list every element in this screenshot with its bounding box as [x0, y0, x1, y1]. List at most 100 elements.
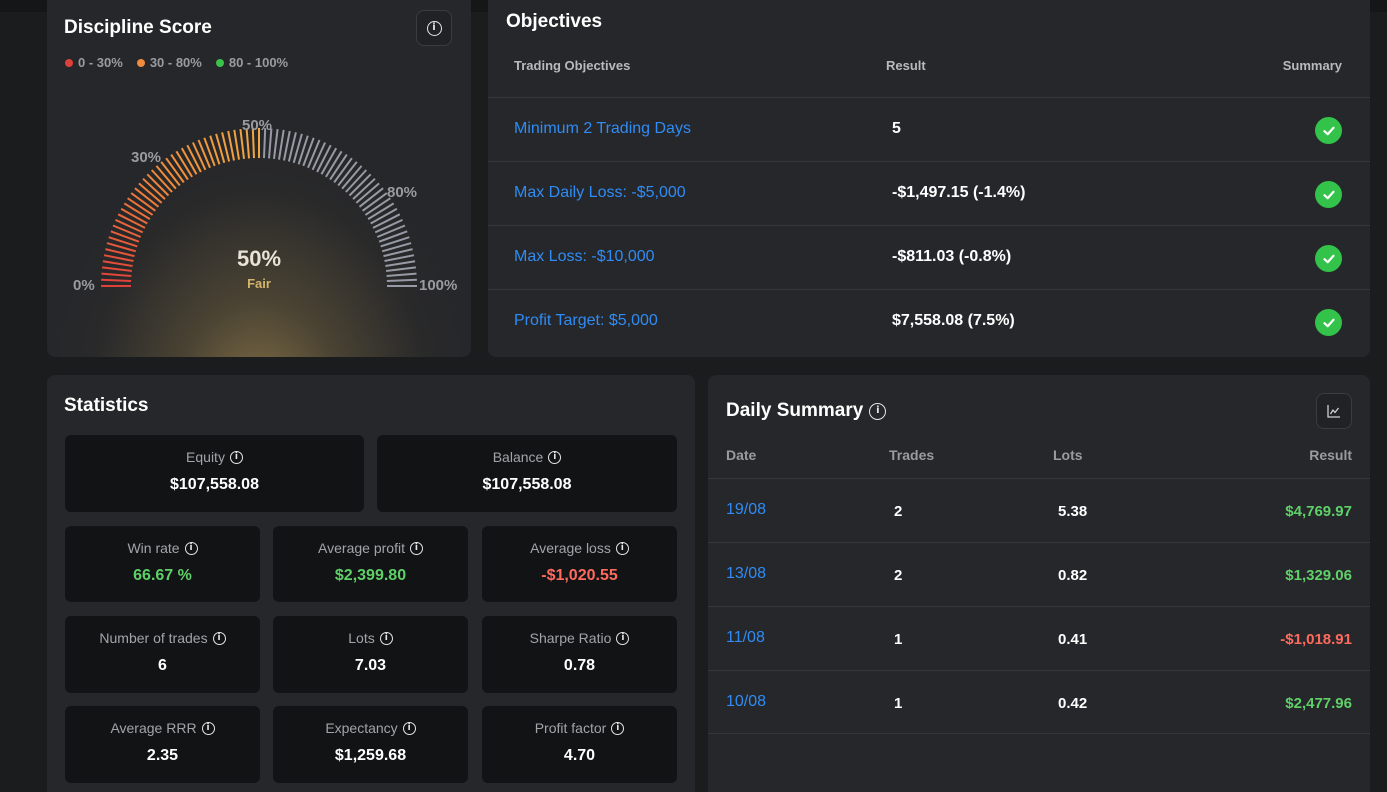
info-icon[interactable]: i: [379, 631, 393, 645]
red-dot-icon: [65, 58, 73, 67]
gauge-tick: [311, 142, 327, 171]
gauge-tick: [101, 266, 133, 272]
date-link[interactable]: 10/08: [726, 693, 767, 710]
gauge-tick: [283, 130, 291, 161]
info-icon[interactable]: i: [409, 541, 423, 555]
info-icon[interactable]: i: [615, 541, 629, 555]
statistics-card: Statistics Equity i $107,558.08 Balance i …: [47, 375, 695, 792]
objective-result: 5: [892, 120, 901, 137]
gauge-tick: [105, 248, 135, 258]
gauge-tick: [287, 132, 297, 162]
objective-name-link[interactable]: Max Loss: -$10,000: [514, 248, 655, 265]
gauge-tick: [355, 182, 380, 204]
gauge-tick: [134, 187, 160, 208]
gauge-tick: [378, 230, 408, 243]
stat-tile-balance: Balance i $107,558.08: [377, 435, 677, 512]
date-link[interactable]: 11/08: [726, 629, 765, 646]
info-icon[interactable]: i: [402, 721, 416, 735]
gauge-tick: [273, 128, 279, 160]
result-value: $2,477.96: [1285, 695, 1352, 712]
objective-result: -$811.03 (-0.8%): [892, 248, 1012, 265]
header-summary: Summary: [1282, 58, 1342, 73]
header-trading-objectives: Trading Objectives: [514, 58, 631, 73]
stat-tile-win-rate: Win rate i 66.67 %: [65, 526, 260, 602]
gauge-tick: [130, 192, 156, 212]
info-icon[interactable]: i: [229, 450, 243, 464]
trades-value: 2: [894, 567, 903, 584]
header-result: Result: [1309, 447, 1352, 463]
stat-label: Equity: [186, 449, 225, 465]
gauge-tick: [123, 202, 151, 220]
gauge-tick: [108, 236, 138, 248]
gauge-tick: [127, 197, 154, 216]
legend-item-mid: 30 - 80%: [136, 55, 202, 70]
gauge-tick: [227, 130, 235, 161]
gauge-tick: [385, 260, 416, 267]
stat-tile-average-rrr: Average RRR i 2.35: [65, 706, 260, 783]
gauge-tick: [155, 165, 177, 190]
stat-tile-expectancy: Expectancy i $1,259.68: [273, 706, 468, 783]
gauge-tick: [341, 165, 363, 190]
stat-value: -$1,020.55: [541, 567, 618, 584]
chart-view-button[interactable]: [1316, 393, 1352, 429]
objectives-card: Objectives Trading Objectives Result Sum…: [488, 0, 1370, 357]
daily-row: 19/08 2 5.38 $4,769.97: [708, 478, 1370, 542]
gauge-tick: [110, 230, 140, 243]
stat-label: Win rate: [127, 540, 180, 556]
info-icon[interactable]: i: [201, 721, 215, 735]
daily-summary-title: Daily Summary: [726, 400, 864, 421]
stat-label: Sharpe Ratio: [529, 630, 612, 646]
stat-label: Expectancy: [325, 720, 398, 736]
objective-name-link[interactable]: Minimum 2 Trading Days: [514, 120, 691, 137]
objective-result: -$1,497.15 (-1.4%): [892, 184, 1026, 201]
stat-tile-profit-factor: Profit factor i 4.70: [482, 706, 677, 783]
result-value: $1,329.06: [1285, 567, 1352, 584]
objective-row: Minimum 2 Trading Days 5: [488, 97, 1370, 161]
info-icon[interactable]: i: [869, 402, 887, 420]
gauge-tick: [197, 139, 211, 169]
objective-row: Profit Target: $5,000 $7,558.08 (7.5%): [488, 289, 1370, 353]
gauge-tick: [292, 133, 303, 164]
stat-label: Average RRR: [110, 720, 197, 736]
legend-label: 0 - 30%: [78, 55, 123, 70]
stat-value: 66.67 %: [133, 567, 192, 584]
objective-result: $7,558.08 (7.5%): [892, 312, 1015, 329]
gauge-tick: [263, 128, 267, 159]
gauge-tick: [386, 272, 417, 277]
check-icon: [1315, 245, 1342, 272]
gauge-tick: [386, 278, 417, 282]
date-link[interactable]: 13/08: [726, 565, 767, 582]
stat-value: $2,399.80: [334, 567, 407, 584]
header-date: Date: [726, 447, 757, 463]
gauge-tick: [245, 128, 250, 159]
gauge-tick: [268, 128, 273, 159]
trades-value: 2: [894, 503, 903, 520]
trades-value: 1: [894, 631, 903, 648]
gauge-tick: [370, 207, 398, 225]
gauge-tick: [170, 154, 189, 181]
stat-label: Number of trades: [99, 630, 208, 646]
legend-item-high: 80 - 100%: [215, 55, 288, 70]
gauge-label-80: 80%: [387, 184, 418, 201]
discipline-score-title: Discipline Score: [64, 17, 212, 38]
daily-row: 10/08 1 0.42 $2,477.96: [708, 670, 1370, 734]
info-icon[interactable]: i: [611, 721, 625, 735]
gauge-tick: [307, 139, 321, 169]
stat-label: Lots: [348, 630, 375, 646]
objective-name-link[interactable]: Profit Target: $5,000: [514, 312, 658, 329]
gauge-tick: [103, 254, 134, 262]
gauge-tick: [374, 218, 403, 234]
gauge-tick: [138, 182, 163, 204]
discipline-info-button[interactable]: i: [416, 10, 452, 46]
gauge-tick: [385, 266, 417, 272]
gauge-tick: [101, 278, 132, 282]
info-icon[interactable]: i: [548, 450, 562, 464]
info-icon[interactable]: i: [184, 541, 198, 555]
gauge-tick: [209, 135, 221, 165]
lots-value: 0.41: [1058, 631, 1088, 648]
green-dot-icon: [215, 58, 224, 67]
objective-name-link[interactable]: Max Daily Loss: -$5,000: [514, 184, 686, 201]
info-icon[interactable]: i: [616, 631, 630, 645]
info-icon[interactable]: i: [212, 631, 226, 645]
date-link[interactable]: 19/08: [726, 501, 767, 518]
